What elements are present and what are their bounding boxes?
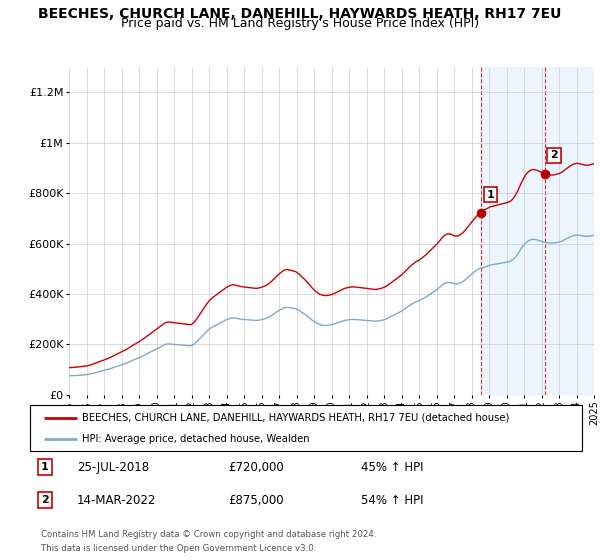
Text: 1: 1 <box>41 462 49 472</box>
Text: Contains HM Land Registry data © Crown copyright and database right 2024.: Contains HM Land Registry data © Crown c… <box>41 530 377 539</box>
Text: 45% ↑ HPI: 45% ↑ HPI <box>361 460 424 474</box>
Text: £875,000: £875,000 <box>229 494 284 507</box>
Text: BEECHES, CHURCH LANE, DANEHILL, HAYWARDS HEATH, RH17 7EU: BEECHES, CHURCH LANE, DANEHILL, HAYWARDS… <box>38 7 562 21</box>
Bar <box>481 67 594 395</box>
Text: £720,000: £720,000 <box>229 460 284 474</box>
Text: 14-MAR-2022: 14-MAR-2022 <box>77 494 156 507</box>
FancyBboxPatch shape <box>30 405 582 451</box>
Text: HPI: Average price, detached house, Wealden: HPI: Average price, detached house, Weal… <box>82 435 310 444</box>
Text: This data is licensed under the Open Government Licence v3.0.: This data is licensed under the Open Gov… <box>41 544 316 553</box>
Text: 1: 1 <box>487 189 494 199</box>
Text: BEECHES, CHURCH LANE, DANEHILL, HAYWARDS HEATH, RH17 7EU (detached house): BEECHES, CHURCH LANE, DANEHILL, HAYWARDS… <box>82 413 510 423</box>
Text: 2: 2 <box>41 495 49 505</box>
Text: 2: 2 <box>550 151 558 160</box>
Text: 25-JUL-2018: 25-JUL-2018 <box>77 460 149 474</box>
Text: 54% ↑ HPI: 54% ↑ HPI <box>361 494 424 507</box>
Text: Price paid vs. HM Land Registry's House Price Index (HPI): Price paid vs. HM Land Registry's House … <box>121 17 479 30</box>
